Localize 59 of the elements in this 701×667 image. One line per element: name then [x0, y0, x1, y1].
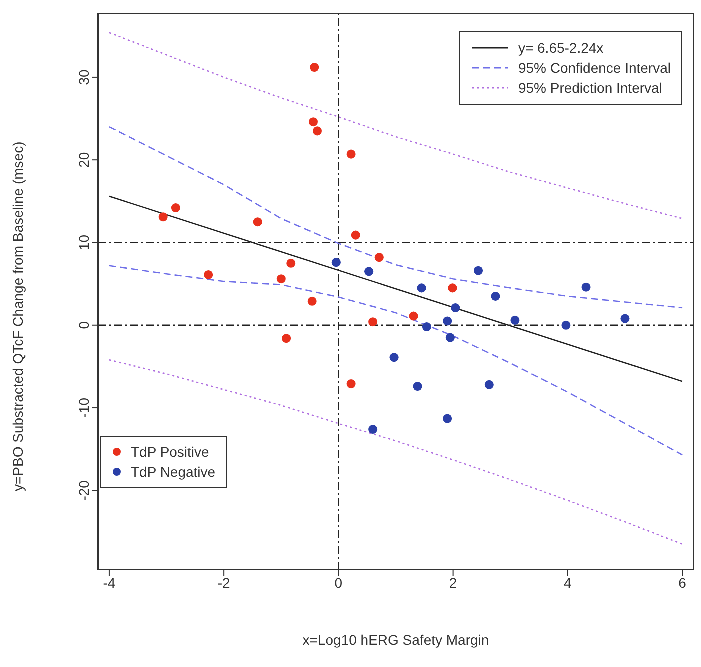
x-tick-label: -4: [103, 574, 116, 591]
point: [409, 312, 418, 321]
point: [351, 230, 360, 240]
point: [364, 267, 374, 276]
point: [422, 322, 432, 332]
legend-label: 95% Prediction Interval: [518, 80, 662, 96]
point: [413, 382, 422, 392]
point: [484, 380, 494, 390]
legend-label: 95% Confidence Interval: [518, 60, 671, 76]
line-series: [108, 265, 684, 456]
y-tick-label: 20: [76, 152, 92, 168]
point: [310, 63, 320, 72]
point: [368, 425, 378, 434]
point: [286, 258, 296, 268]
x-tick-label: 6: [678, 574, 687, 591]
point: [171, 204, 180, 213]
point: [491, 292, 500, 301]
point: [253, 218, 262, 227]
point: [276, 274, 286, 284]
point: [448, 284, 458, 293]
legend-label: y= 6.65-2.24x: [518, 40, 604, 56]
y-axis-title: y=PBO Substracted QTcF Change from Baseline (msec): [10, 142, 26, 492]
point: [204, 270, 214, 280]
x-tick-label: 0: [334, 574, 343, 591]
x-axis-title: x=Log10 hERG Safety Margin: [302, 632, 490, 648]
point: [390, 353, 399, 362]
point: [312, 126, 322, 136]
point: [443, 414, 452, 424]
point: [346, 380, 356, 389]
x-tick-label: 2: [449, 574, 458, 591]
y-tick-label: -20: [76, 480, 92, 501]
x-tick-label: -2: [218, 574, 231, 591]
point: [368, 318, 378, 327]
y-tick-label: 10: [76, 234, 92, 251]
legend-label: TdP Negative: [131, 464, 216, 480]
point: [562, 320, 571, 330]
line-series: [108, 359, 684, 546]
point: [620, 314, 630, 324]
y-tick-label: 30: [76, 69, 92, 86]
point: [332, 258, 341, 268]
point: [582, 282, 591, 292]
point: [474, 266, 484, 276]
y-tick-label: 0: [76, 321, 92, 330]
point: [308, 296, 317, 306]
point: [346, 150, 356, 159]
point: [308, 118, 318, 127]
line-series: [108, 126, 684, 309]
point: [158, 212, 168, 222]
point: [446, 333, 455, 342]
y-tick-label: -10: [76, 398, 92, 418]
point: [451, 304, 460, 313]
x-tick-label: 4: [564, 574, 572, 591]
line-series: [108, 32, 684, 220]
point: [510, 316, 520, 325]
point: [443, 316, 452, 326]
point: [374, 253, 384, 262]
legend-label: TdP Positive: [131, 444, 210, 460]
point: [417, 284, 426, 293]
point: [282, 334, 292, 344]
